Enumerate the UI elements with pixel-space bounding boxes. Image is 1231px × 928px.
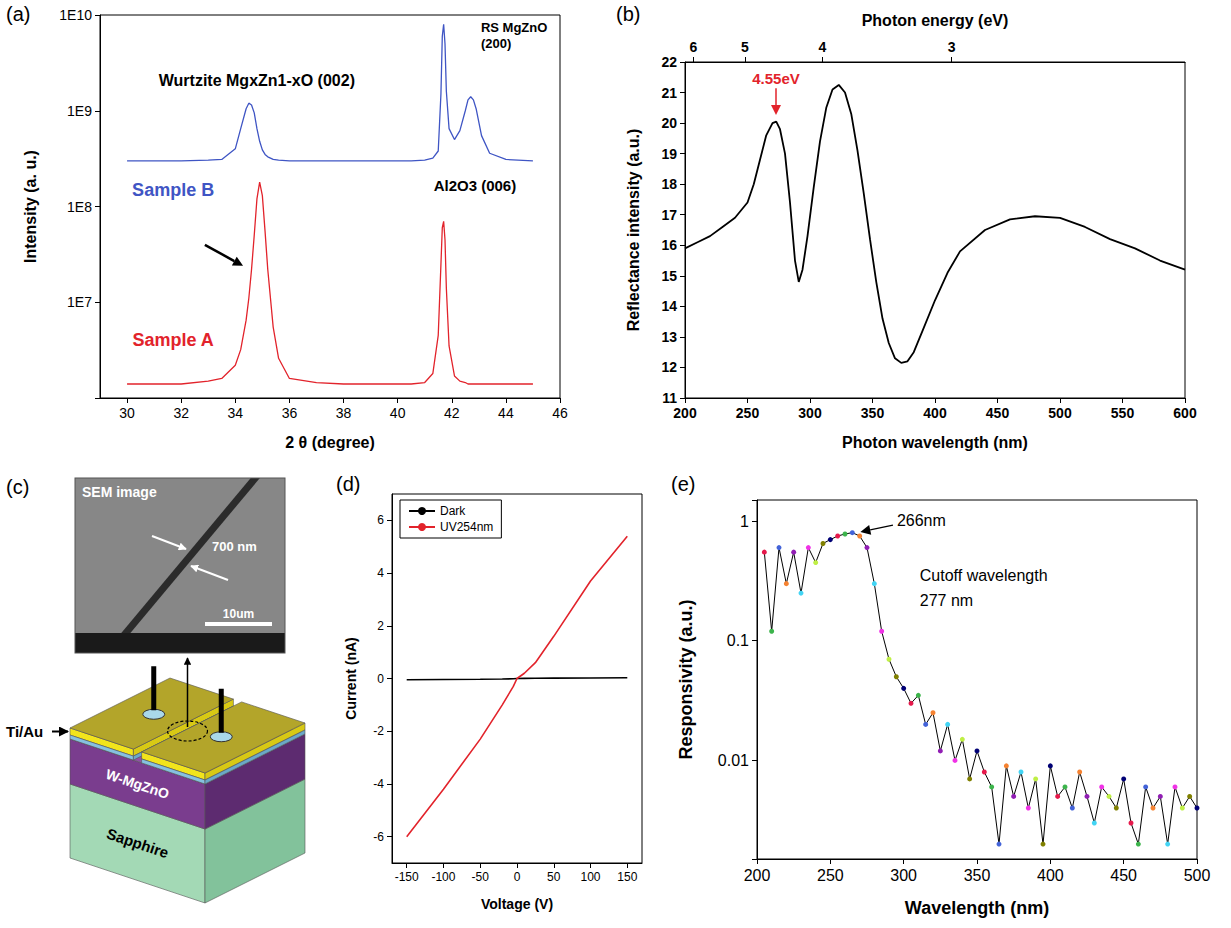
svg-text:21: 21 <box>661 85 677 101</box>
svg-text:Sapphire: Sapphire <box>105 825 171 861</box>
svg-text:4: 4 <box>819 39 827 55</box>
svg-text:44: 44 <box>498 405 514 421</box>
svg-text:(e): (e) <box>671 473 695 495</box>
svg-text:-6: -6 <box>373 830 384 844</box>
svg-text:500: 500 <box>1048 405 1072 421</box>
svg-text:Sample B: Sample B <box>132 180 214 200</box>
svg-text:550: 550 <box>1111 405 1135 421</box>
svg-text:0: 0 <box>377 672 384 686</box>
svg-text:11: 11 <box>662 390 677 406</box>
svg-text:(c): (c) <box>6 476 29 498</box>
svg-text:150: 150 <box>617 870 637 884</box>
svg-text:0: 0 <box>514 870 521 884</box>
svg-text:350: 350 <box>861 405 885 421</box>
svg-text:700 nm: 700 nm <box>212 539 257 554</box>
svg-text:450: 450 <box>1110 867 1137 884</box>
svg-text:18: 18 <box>661 176 677 192</box>
svg-text:4.55eV: 4.55eV <box>752 70 800 87</box>
svg-text:SEM image: SEM image <box>82 484 157 500</box>
svg-text:400: 400 <box>1037 867 1064 884</box>
svg-text:12: 12 <box>661 359 677 375</box>
svg-text:500: 500 <box>1184 867 1211 884</box>
svg-text:Voltage (V): Voltage (V) <box>481 896 553 912</box>
svg-text:22: 22 <box>661 54 677 70</box>
svg-text:(d): (d) <box>336 473 360 495</box>
svg-text:600: 600 <box>1173 405 1197 421</box>
svg-text:1E9: 1E9 <box>67 103 92 119</box>
svg-text:40: 40 <box>390 405 406 421</box>
svg-text:450: 450 <box>986 405 1010 421</box>
svg-text:1E10: 1E10 <box>59 7 92 23</box>
svg-text:46: 46 <box>552 405 568 421</box>
svg-text:-50: -50 <box>472 870 490 884</box>
svg-text:W-MgZnO: W-MgZnO <box>104 766 172 802</box>
svg-text:(b): (b) <box>616 3 640 25</box>
svg-text:Ti/Au: Ti/Au <box>6 723 43 740</box>
svg-text:30: 30 <box>119 405 135 421</box>
svg-text:250: 250 <box>817 867 844 884</box>
svg-text:Dark: Dark <box>440 504 466 518</box>
svg-text:100: 100 <box>581 870 601 884</box>
svg-text:350: 350 <box>964 867 991 884</box>
svg-text:13: 13 <box>661 329 677 345</box>
svg-text:1: 1 <box>740 513 749 530</box>
svg-text:Wavelength (nm): Wavelength (nm) <box>905 898 1049 918</box>
svg-text:15: 15 <box>661 268 677 284</box>
svg-text:34: 34 <box>228 405 244 421</box>
svg-text:Photon energy (eV): Photon energy (eV) <box>862 12 1009 29</box>
svg-text:0.1: 0.1 <box>727 632 749 649</box>
svg-text:6: 6 <box>377 513 384 527</box>
svg-text:200: 200 <box>744 867 771 884</box>
svg-text:32: 32 <box>173 405 189 421</box>
svg-text:20: 20 <box>661 115 677 131</box>
svg-text:-4: -4 <box>373 777 384 791</box>
svg-text:0.01: 0.01 <box>718 752 749 769</box>
svg-text:4: 4 <box>377 566 384 580</box>
svg-text:250: 250 <box>736 405 760 421</box>
svg-text:14: 14 <box>661 298 677 314</box>
svg-text:RS MgZnO: RS MgZnO <box>481 20 547 35</box>
svg-text:Photon wavelength (nm): Photon wavelength (nm) <box>842 434 1028 451</box>
svg-text:Sample A: Sample A <box>132 330 213 350</box>
svg-text:2 θ (degree): 2 θ (degree) <box>285 434 375 451</box>
svg-text:400: 400 <box>923 405 947 421</box>
svg-text:42: 42 <box>444 405 460 421</box>
svg-text:Responsivity (a.u.): Responsivity (a.u.) <box>676 599 696 759</box>
svg-text:36: 36 <box>282 405 298 421</box>
svg-text:277 nm: 277 nm <box>920 592 973 609</box>
svg-text:Wurtzite MgxZn1-xO (002): Wurtzite MgxZn1-xO (002) <box>159 72 355 89</box>
svg-text:1E8: 1E8 <box>67 199 92 215</box>
svg-text:(200): (200) <box>481 36 511 51</box>
svg-text:3: 3 <box>948 39 956 55</box>
svg-text:2: 2 <box>377 619 384 633</box>
svg-text:300: 300 <box>890 867 917 884</box>
svg-text:UV254nm: UV254nm <box>440 520 493 534</box>
svg-text:6: 6 <box>689 39 697 55</box>
svg-text:17: 17 <box>661 207 677 223</box>
svg-text:-2: -2 <box>373 724 384 738</box>
svg-text:-100: -100 <box>431 870 455 884</box>
svg-text:(a): (a) <box>6 3 30 25</box>
svg-text:266nm: 266nm <box>897 512 946 529</box>
svg-text:16: 16 <box>661 237 677 253</box>
svg-text:Reflectance intensity (a.u.): Reflectance intensity (a.u.) <box>625 129 642 332</box>
svg-text:50: 50 <box>547 870 561 884</box>
svg-text:-150: -150 <box>395 870 419 884</box>
svg-text:5: 5 <box>741 39 749 55</box>
svg-text:19: 19 <box>661 146 677 162</box>
svg-text:Intensity (a. u.): Intensity (a. u.) <box>22 150 39 263</box>
svg-text:38: 38 <box>336 405 352 421</box>
svg-text:10um: 10um <box>223 607 254 621</box>
svg-text:200: 200 <box>673 405 697 421</box>
svg-text:1E7: 1E7 <box>67 294 92 310</box>
svg-text:Cutoff wavelength: Cutoff wavelength <box>920 567 1048 584</box>
svg-text:Current (nA): Current (nA) <box>343 637 359 719</box>
svg-text:300: 300 <box>798 405 822 421</box>
svg-text:Al2O3 (006): Al2O3 (006) <box>434 177 517 194</box>
